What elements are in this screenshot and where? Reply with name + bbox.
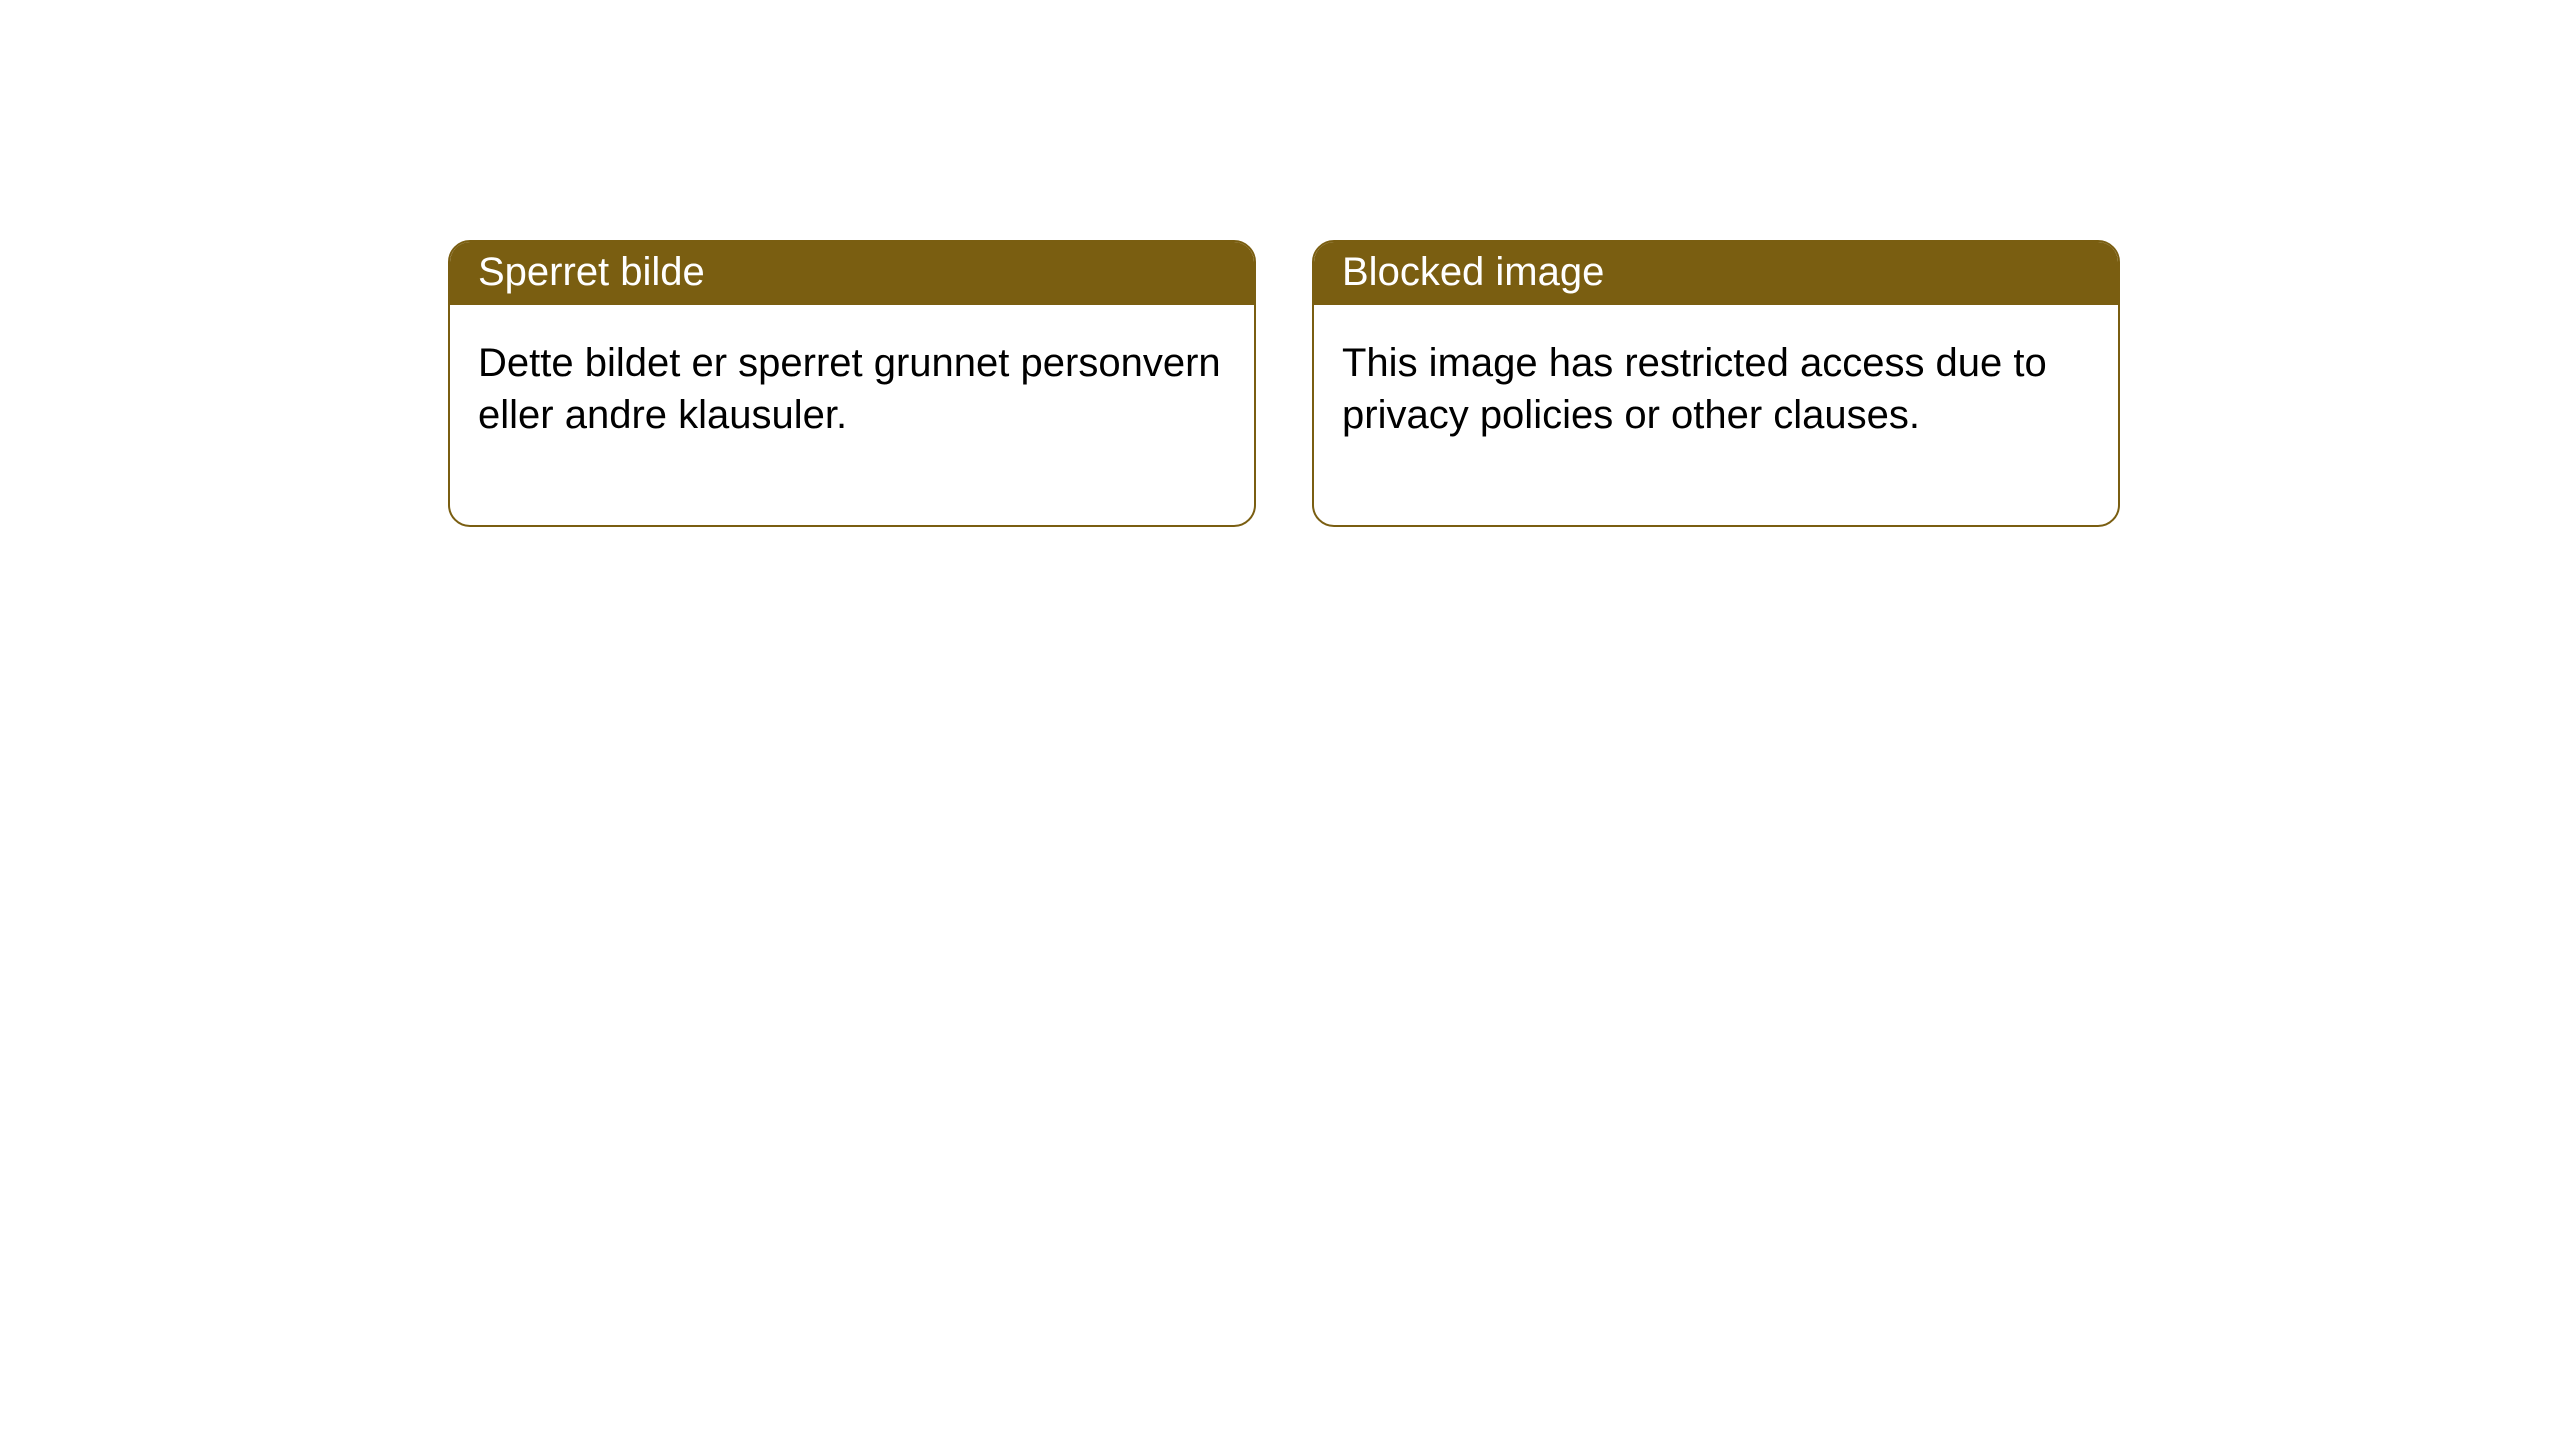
notice-card-norwegian: Sperret bilde Dette bildet er sperret gr… (448, 240, 1256, 527)
notice-header: Sperret bilde (450, 242, 1254, 305)
notice-header: Blocked image (1314, 242, 2118, 305)
notice-body: Dette bildet er sperret grunnet personve… (450, 305, 1254, 525)
notice-body: This image has restricted access due to … (1314, 305, 2118, 525)
notice-container: Sperret bilde Dette bildet er sperret gr… (0, 0, 2560, 527)
notice-card-english: Blocked image This image has restricted … (1312, 240, 2120, 527)
